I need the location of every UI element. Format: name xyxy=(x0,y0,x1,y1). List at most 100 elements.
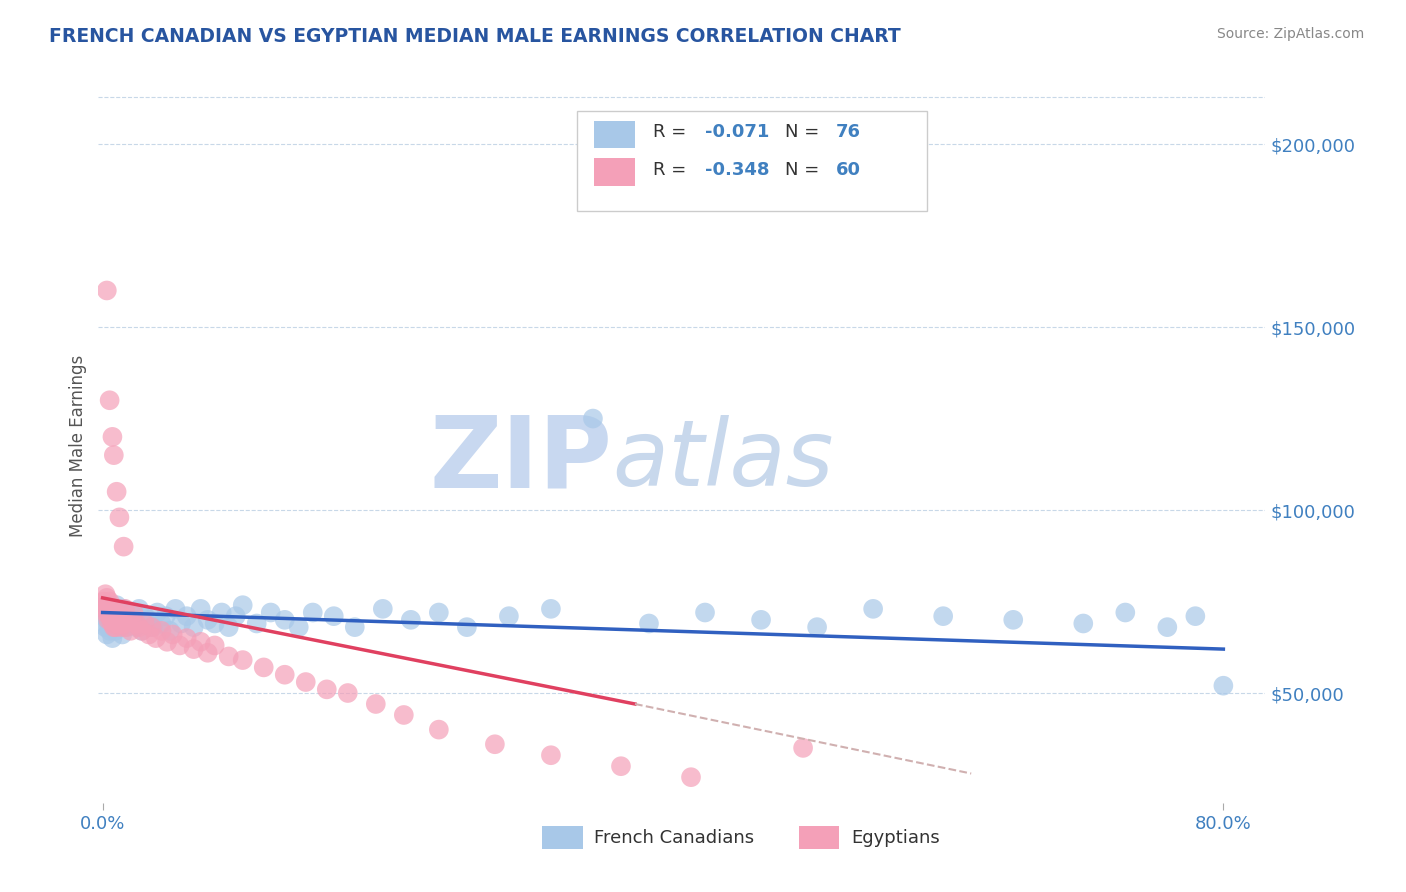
Point xyxy=(131,624,153,638)
Point xyxy=(98,624,121,638)
Point xyxy=(1114,606,1136,620)
Point xyxy=(169,639,191,653)
Point xyxy=(204,639,226,653)
Point xyxy=(111,627,134,641)
Point xyxy=(679,770,702,784)
Point xyxy=(792,740,814,755)
Point xyxy=(93,602,115,616)
Point xyxy=(112,540,135,554)
Point xyxy=(111,609,134,624)
Point xyxy=(322,609,344,624)
Point xyxy=(108,606,131,620)
Text: FRENCH CANADIAN VS EGYPTIAN MEDIAN MALE EARNINGS CORRELATION CHART: FRENCH CANADIAN VS EGYPTIAN MEDIAN MALE … xyxy=(49,27,901,45)
Point xyxy=(101,606,124,620)
Point xyxy=(155,609,177,624)
Point xyxy=(427,606,450,620)
Point xyxy=(103,448,125,462)
Point xyxy=(96,602,118,616)
Point xyxy=(115,609,138,624)
Point xyxy=(105,598,128,612)
Point xyxy=(1184,609,1206,624)
Point xyxy=(693,606,716,620)
Point xyxy=(197,613,219,627)
Point xyxy=(104,606,127,620)
Point xyxy=(101,631,124,645)
Text: French Canadians: French Canadians xyxy=(595,829,755,847)
Point xyxy=(100,602,122,616)
Point xyxy=(197,646,219,660)
Point xyxy=(103,620,125,634)
Point xyxy=(274,613,297,627)
Point xyxy=(117,613,139,627)
Point xyxy=(183,620,205,634)
Point xyxy=(115,620,138,634)
Point xyxy=(141,620,163,634)
Point xyxy=(122,613,145,627)
Point xyxy=(101,616,124,631)
Point xyxy=(107,616,129,631)
Point xyxy=(260,606,283,620)
Point xyxy=(146,606,169,620)
Point xyxy=(122,606,145,620)
Point xyxy=(103,609,125,624)
Point xyxy=(806,620,828,634)
Point xyxy=(932,609,955,624)
Point xyxy=(110,613,132,627)
Point xyxy=(582,411,605,425)
Point xyxy=(315,682,337,697)
Text: R =: R = xyxy=(652,123,692,141)
Point xyxy=(125,620,148,634)
Point xyxy=(225,609,247,624)
FancyBboxPatch shape xyxy=(541,826,582,849)
Point xyxy=(114,620,136,634)
Point xyxy=(150,616,173,631)
Point xyxy=(96,613,118,627)
Point xyxy=(142,620,165,634)
Point xyxy=(540,602,562,616)
Point xyxy=(131,624,153,638)
Point xyxy=(104,602,127,616)
Point xyxy=(104,624,127,638)
Point xyxy=(108,606,131,620)
Text: R =: R = xyxy=(652,161,692,178)
Point xyxy=(749,613,772,627)
Point xyxy=(1156,620,1178,634)
Point xyxy=(138,627,160,641)
Point xyxy=(274,667,297,681)
Point xyxy=(110,620,132,634)
Point xyxy=(218,620,240,634)
Point xyxy=(336,686,359,700)
Point xyxy=(105,484,128,499)
Point xyxy=(94,598,117,612)
Point xyxy=(94,606,117,620)
Point xyxy=(103,620,125,634)
Point xyxy=(371,602,394,616)
Point xyxy=(100,616,122,631)
Text: Source: ZipAtlas.com: Source: ZipAtlas.com xyxy=(1216,27,1364,41)
Point xyxy=(97,620,120,634)
FancyBboxPatch shape xyxy=(595,159,636,186)
Point xyxy=(1212,679,1234,693)
Point xyxy=(117,616,139,631)
Point xyxy=(190,602,212,616)
Point xyxy=(1002,613,1025,627)
Text: Egyptians: Egyptians xyxy=(851,829,939,847)
Point xyxy=(125,616,148,631)
Point xyxy=(392,708,415,723)
Point xyxy=(294,675,316,690)
Text: N =: N = xyxy=(785,161,824,178)
Point xyxy=(97,613,120,627)
Point xyxy=(134,616,156,631)
Point xyxy=(456,620,478,634)
Point xyxy=(170,616,193,631)
Point xyxy=(93,594,115,608)
Point xyxy=(1071,616,1094,631)
Point xyxy=(112,602,135,616)
Point xyxy=(103,609,125,624)
Point xyxy=(176,631,198,645)
Point xyxy=(211,606,233,620)
Point xyxy=(165,602,187,616)
Point xyxy=(114,602,136,616)
Text: 60: 60 xyxy=(837,161,860,178)
Point xyxy=(105,616,128,631)
